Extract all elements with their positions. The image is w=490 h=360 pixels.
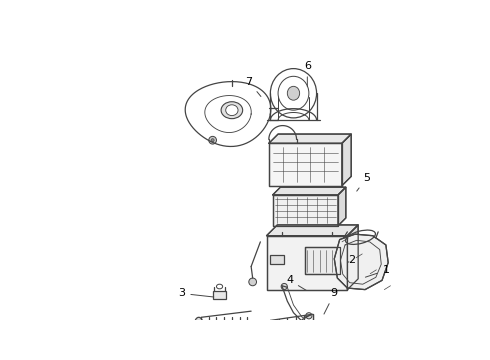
Polygon shape	[347, 225, 358, 289]
Polygon shape	[267, 225, 358, 236]
Polygon shape	[269, 143, 342, 186]
Text: 9: 9	[324, 288, 338, 314]
Text: 1: 1	[366, 265, 390, 277]
Polygon shape	[334, 234, 388, 289]
Ellipse shape	[221, 102, 243, 119]
Text: 4: 4	[286, 275, 306, 291]
Polygon shape	[273, 187, 346, 195]
Text: 7: 7	[245, 77, 261, 96]
Ellipse shape	[306, 313, 312, 319]
Polygon shape	[342, 134, 351, 186]
Polygon shape	[273, 195, 338, 226]
Polygon shape	[267, 236, 347, 289]
Ellipse shape	[211, 139, 214, 142]
Bar	[213, 291, 226, 299]
Text: 6: 6	[304, 61, 311, 87]
Ellipse shape	[226, 105, 238, 116]
Ellipse shape	[287, 86, 300, 100]
Ellipse shape	[281, 283, 287, 289]
Text: 2: 2	[347, 255, 355, 265]
Text: 5: 5	[357, 173, 370, 191]
Text: 8: 8	[0, 359, 1, 360]
Polygon shape	[338, 187, 346, 226]
Polygon shape	[269, 134, 351, 143]
Text: 3: 3	[178, 288, 214, 298]
Ellipse shape	[249, 278, 257, 286]
Ellipse shape	[209, 136, 217, 144]
Ellipse shape	[195, 317, 203, 328]
Bar	[270, 255, 284, 264]
Polygon shape	[305, 247, 340, 274]
